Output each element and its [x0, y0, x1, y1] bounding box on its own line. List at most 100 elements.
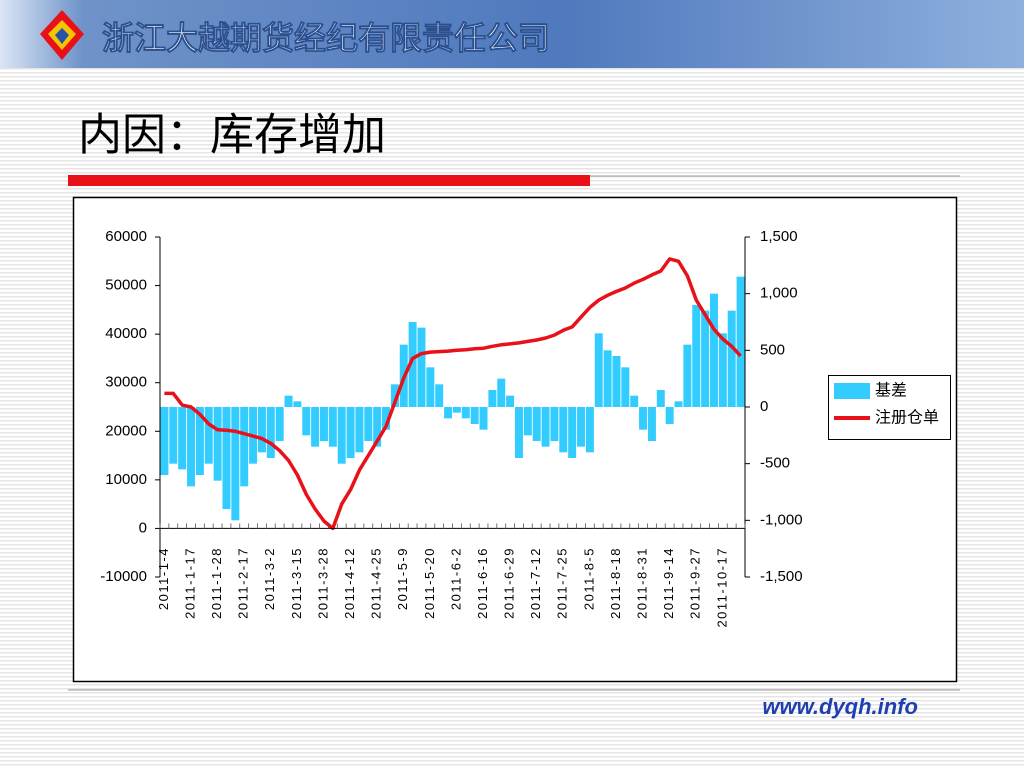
legend-label: 基差: [875, 381, 907, 400]
bar: [240, 407, 249, 487]
bar: [550, 407, 559, 441]
bar: [319, 407, 328, 441]
logo: [40, 10, 84, 60]
bar: [736, 276, 745, 407]
line: [164, 257, 742, 531]
y2-tick-label: -500: [760, 455, 790, 472]
company-name: 浙江大越期货经纪有限责任公司: [102, 19, 550, 57]
y2-tick-label: -1,000: [760, 511, 803, 528]
bar: [594, 333, 603, 407]
bar: [213, 407, 222, 481]
y2-tick-label: 0: [760, 398, 768, 415]
bar: [701, 310, 710, 407]
bar: [311, 407, 320, 447]
bar: [692, 305, 701, 407]
bar: [718, 333, 727, 407]
x-tick-label: 2011-9-14: [661, 547, 676, 619]
bar: [709, 293, 718, 407]
x-tick-label: 2011-3-2: [262, 547, 277, 610]
y-tick-label: 30000: [105, 374, 147, 391]
bar: [585, 407, 594, 453]
bar: [417, 327, 426, 407]
bar: [195, 407, 204, 475]
x-tick-label: 2011-3-28: [315, 547, 330, 619]
bar: [355, 407, 364, 453]
bar: [497, 378, 506, 407]
bar: [293, 401, 302, 407]
bar: [541, 407, 550, 447]
x-tick-label: 2011-8-5: [581, 547, 596, 610]
y-tick-label: 10000: [105, 471, 147, 488]
bar: [346, 407, 355, 458]
x-tick-label: 2011-7-12: [528, 547, 543, 619]
bar: [506, 395, 515, 407]
bar: [603, 350, 612, 407]
bar: [639, 407, 648, 430]
bar: [169, 407, 178, 464]
bar: [647, 407, 656, 441]
bar: [257, 407, 266, 453]
bar: [514, 407, 523, 458]
bar: [328, 407, 337, 447]
x-tick-label: 2011-3-15: [289, 547, 304, 619]
x-tick-label: 2011-2-17: [236, 547, 251, 619]
bar: [204, 407, 213, 464]
x-tick-label: 2011-8-31: [635, 547, 650, 619]
y-tick-label: 0: [139, 519, 147, 536]
y2-tick-label: -1,500: [760, 568, 803, 585]
x-tick-label: 2011-7-25: [555, 547, 570, 619]
bar: [683, 344, 692, 407]
bar: [337, 407, 346, 464]
bar: [612, 356, 621, 407]
bar: [523, 407, 532, 436]
x-tick-label: 2011-1-17: [182, 547, 197, 619]
bar: [382, 407, 391, 430]
bar: [674, 401, 683, 407]
x-tick-label: 2011-6-2: [448, 547, 463, 610]
bar: [302, 407, 311, 436]
legend-label: 注册仓单: [875, 408, 939, 427]
bar: [187, 407, 196, 487]
bar: [621, 367, 630, 407]
bar: [630, 395, 639, 407]
x-tick-label: 2011-10-17: [714, 547, 729, 628]
x-tick-label: 2011-6-29: [502, 547, 517, 619]
bar: [727, 310, 736, 407]
chart: -10000 0 10000 20000 30000 40000 50000 60000 -1,…: [100, 228, 951, 628]
footer-url: www.dyqh.info: [762, 694, 918, 719]
y2-tick-label: 500: [760, 341, 785, 358]
bar: [231, 407, 240, 521]
bar: [444, 407, 453, 419]
bar: [266, 407, 275, 458]
y-tick-label: 50000: [105, 277, 147, 294]
bar: [364, 407, 373, 441]
slide-title: 内因：库存增加: [78, 110, 386, 161]
bar: [408, 322, 417, 407]
x-tick-label: 2011-9-27: [688, 547, 703, 619]
bar: [656, 390, 665, 407]
bar: [461, 407, 470, 419]
bar: [479, 407, 488, 430]
bar: [178, 407, 187, 470]
bar: [452, 407, 461, 413]
x-tick-label: 2011-5-20: [422, 547, 437, 619]
y-tick-label: 40000: [105, 325, 147, 342]
x-tick-label: 2011-4-12: [342, 547, 357, 619]
x-tick-label: 2011-5-9: [395, 547, 410, 610]
bar: [532, 407, 541, 441]
bar: [284, 395, 293, 407]
bar: [373, 407, 382, 447]
y-tick-label: -10000: [100, 568, 147, 585]
title-rule: [68, 175, 590, 186]
bar: [577, 407, 586, 447]
x-tick-label: 2011-1-28: [209, 547, 224, 619]
x-tick-label: 2011-1-4: [156, 547, 171, 610]
x-tick-label: 2011-4-25: [369, 547, 384, 619]
y-tick-label: 60000: [105, 228, 147, 245]
bar: [470, 407, 479, 424]
bar: [275, 407, 284, 441]
bar: [426, 367, 435, 407]
